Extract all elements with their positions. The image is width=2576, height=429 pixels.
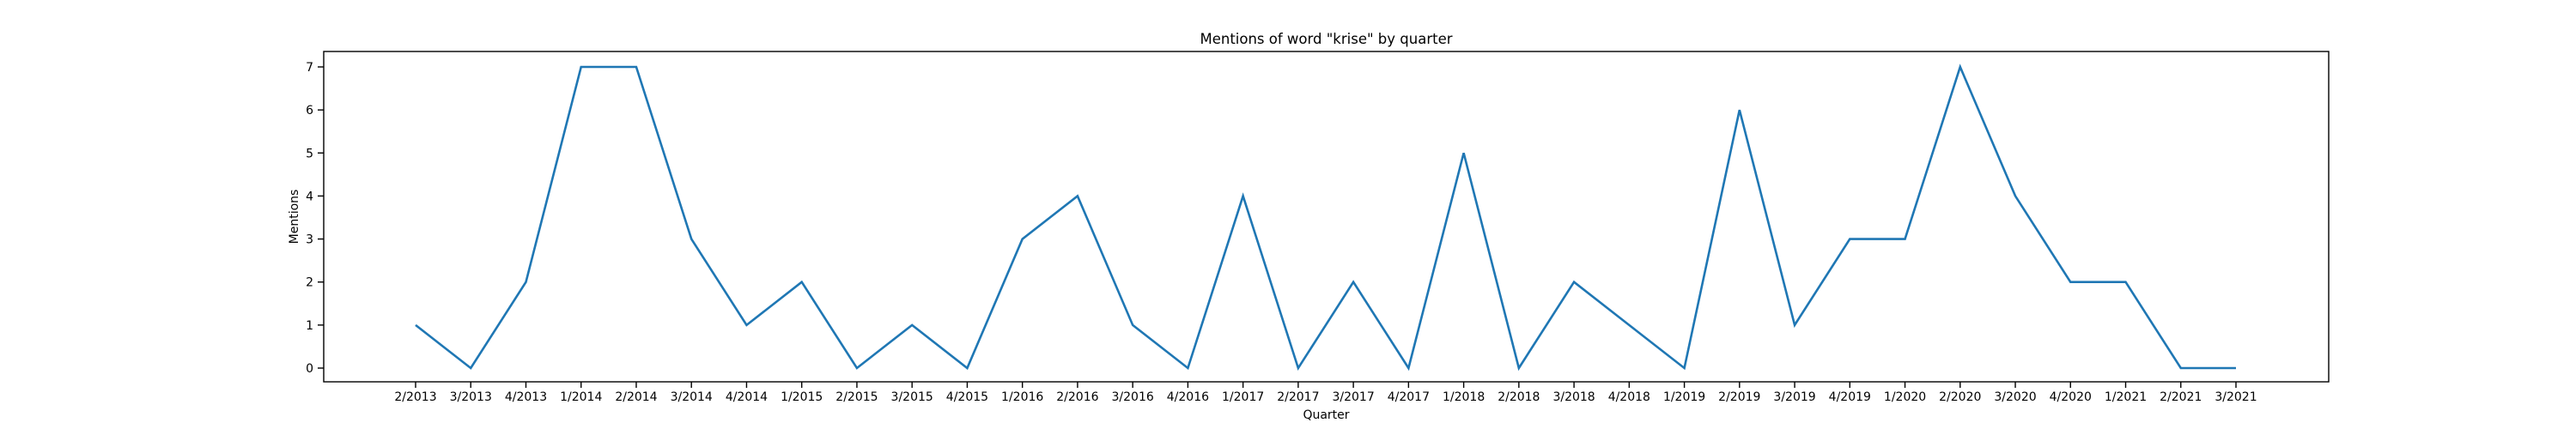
x-tick-label: 4/2019 (1829, 390, 1871, 404)
x-tick-label: 2/2017 (1277, 390, 1319, 404)
x-tick-label: 3/2013 (450, 390, 492, 404)
x-tick-label: 4/2018 (1608, 390, 1650, 404)
y-tick-label: 1 (306, 319, 313, 333)
x-tick-label: 2/2016 (1056, 390, 1098, 404)
plot-area-frame (323, 51, 2330, 383)
x-tick-label: 4/2020 (2050, 390, 2092, 404)
chart-title: Mentions of word "krise" by quarter (1200, 31, 1452, 47)
x-tick-label: 2/2020 (1939, 390, 1981, 404)
x-tick-label: 2/2015 (835, 390, 878, 404)
x-tick-label: 4/2016 (1167, 390, 1209, 404)
x-tick-label: 1/2015 (781, 390, 823, 404)
x-axis: 2/2013 3/2013 4/2013 1/2014 2/2014 3/2014 4/20… (394, 382, 2257, 404)
x-tick-label: 3/2018 (1552, 390, 1595, 404)
x-tick-label: 2/2019 (1718, 390, 1760, 404)
x-axis-label: Quarter (1303, 408, 1349, 422)
x-tick-label: 3/2019 (1773, 390, 1815, 404)
y-tick-label: 6 (306, 104, 313, 118)
x-tick-label: 1/2020 (1884, 390, 1926, 404)
x-tick-label: 3/2017 (1332, 390, 1374, 404)
y-tick-label: 5 (306, 147, 313, 160)
x-tick-label: 4/2013 (505, 390, 547, 404)
y-axis: 0 1 2 3 4 5 6 7 (306, 61, 324, 376)
y-tick-label: 4 (306, 190, 313, 203)
x-tick-label: 2/2013 (394, 390, 436, 404)
x-tick-label: 4/2015 (946, 390, 988, 404)
x-tick-label: 1/2019 (1663, 390, 1705, 404)
series-line (415, 63, 2236, 372)
x-tick-label: 2/2018 (1498, 390, 1540, 404)
x-tick-label: 1/2021 (2105, 390, 2147, 404)
x-tick-label: 3/2021 (2215, 390, 2257, 404)
x-tick-label: 4/2017 (1388, 390, 1430, 404)
x-tick-label: 1/2017 (1222, 390, 1264, 404)
x-tick-label: 1/2016 (1001, 390, 1043, 404)
y-tick-label: 2 (306, 276, 313, 290)
x-tick-label: 3/2014 (671, 390, 713, 404)
y-tick-label: 7 (306, 61, 313, 75)
x-tick-label: 1/2014 (560, 390, 602, 404)
x-tick-label: 2/2014 (615, 390, 657, 404)
x-tick-label: 3/2016 (1112, 390, 1154, 404)
y-tick-label: 3 (306, 233, 313, 247)
x-tick-label: 3/2015 (891, 390, 933, 404)
x-tick-label: 1/2018 (1443, 390, 1485, 404)
x-tick-label: 2/2021 (2160, 390, 2202, 404)
x-tick-label: 3/2020 (1994, 390, 2036, 404)
y-tick-label: 0 (306, 362, 313, 376)
x-tick-label: 4/2014 (726, 390, 768, 404)
y-axis-label: Mentions (288, 190, 301, 245)
